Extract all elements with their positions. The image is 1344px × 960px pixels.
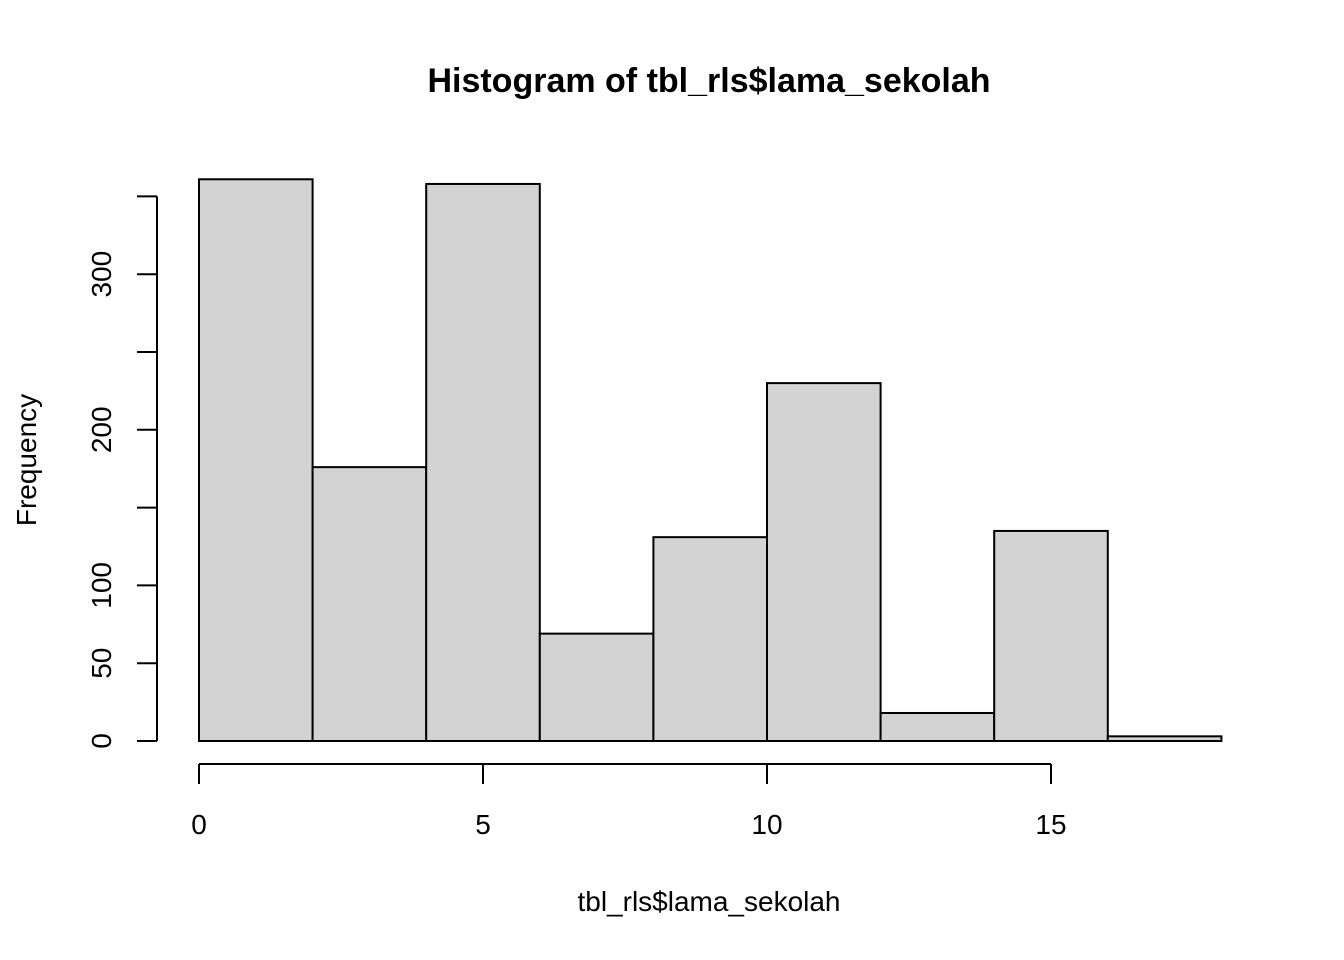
y-tick-label: 0 [86,733,117,749]
x-tick-label: 0 [191,809,207,840]
y-tick-label: 300 [86,251,117,298]
histogram-bar [198,178,314,742]
y-axis: 0 50 100 200 300 [86,195,158,749]
histogram-bar [311,466,428,742]
y-tick-label: 200 [86,406,117,453]
x-tick-label: 10 [751,809,782,840]
x-axis-label: tbl_rls$lama_sekolah [577,886,840,917]
histogram-bar [652,536,769,742]
x-axis: 0 5 10 15 [191,763,1067,840]
histogram-bar [1106,735,1223,742]
bars-group [198,178,1223,743]
histogram-bar [425,182,541,742]
y-tick-label: 100 [86,562,117,609]
x-tick-label: 5 [475,809,491,840]
y-tick-label: 50 [86,648,117,679]
histogram-bar [993,529,1109,742]
histogram-bar [879,711,996,743]
y-axis-label: Frequency [11,394,42,526]
chart-title: Histogram of tbl_rls$lama_sekolah [427,62,990,100]
x-tick-label: 15 [1035,809,1066,840]
histogram-bar [766,382,882,742]
histogram-bar [538,632,655,742]
